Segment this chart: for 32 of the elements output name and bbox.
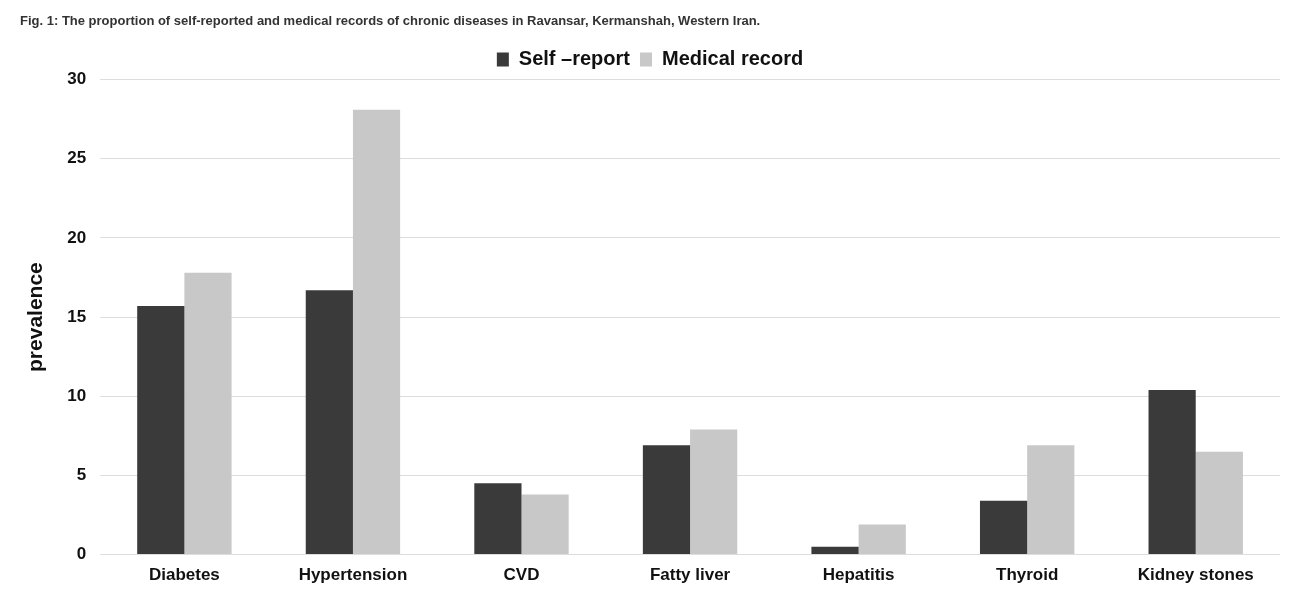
bar bbox=[184, 272, 232, 555]
legend-label: Self –report bbox=[518, 47, 631, 70]
y-tick-label: 25 bbox=[67, 148, 87, 168]
bar bbox=[305, 290, 353, 555]
bar bbox=[521, 494, 569, 555]
y-tick-label: 5 bbox=[76, 465, 87, 485]
bar bbox=[642, 445, 691, 555]
bar bbox=[690, 429, 738, 555]
bar bbox=[1027, 445, 1075, 555]
legend-label: Medical record bbox=[661, 47, 804, 70]
bar bbox=[811, 546, 859, 555]
y-tick-label: 0 bbox=[76, 544, 87, 564]
y-tick-label: 20 bbox=[67, 227, 87, 247]
x-tick-label: Diabetes bbox=[148, 565, 220, 585]
x-tick-label: Fatty liver bbox=[649, 565, 731, 585]
bar bbox=[1148, 389, 1196, 555]
bar bbox=[858, 524, 906, 555]
y-axis-title: prevalence bbox=[23, 262, 47, 372]
bar bbox=[137, 306, 185, 555]
y-tick-label: 10 bbox=[67, 385, 87, 405]
x-tick-label: Hypertension bbox=[298, 565, 408, 585]
x-tick-label: Kidney stones bbox=[1137, 565, 1254, 585]
y-tick-label: 15 bbox=[67, 306, 87, 326]
x-tick-label: CVD bbox=[503, 565, 540, 585]
bar bbox=[979, 500, 1028, 555]
x-tick-label: Hepatitis bbox=[822, 565, 895, 585]
bar bbox=[352, 109, 401, 555]
bar bbox=[1195, 451, 1243, 555]
x-tick-label: Thyroid bbox=[995, 565, 1059, 585]
bar bbox=[474, 483, 522, 555]
y-tick-label: 30 bbox=[67, 69, 87, 89]
chart-title: Fig. 1: The proportion of self-reported and medical records of chronic diseases in Ravansar, Kermanshah, Western Iran. bbox=[20, 13, 761, 29]
